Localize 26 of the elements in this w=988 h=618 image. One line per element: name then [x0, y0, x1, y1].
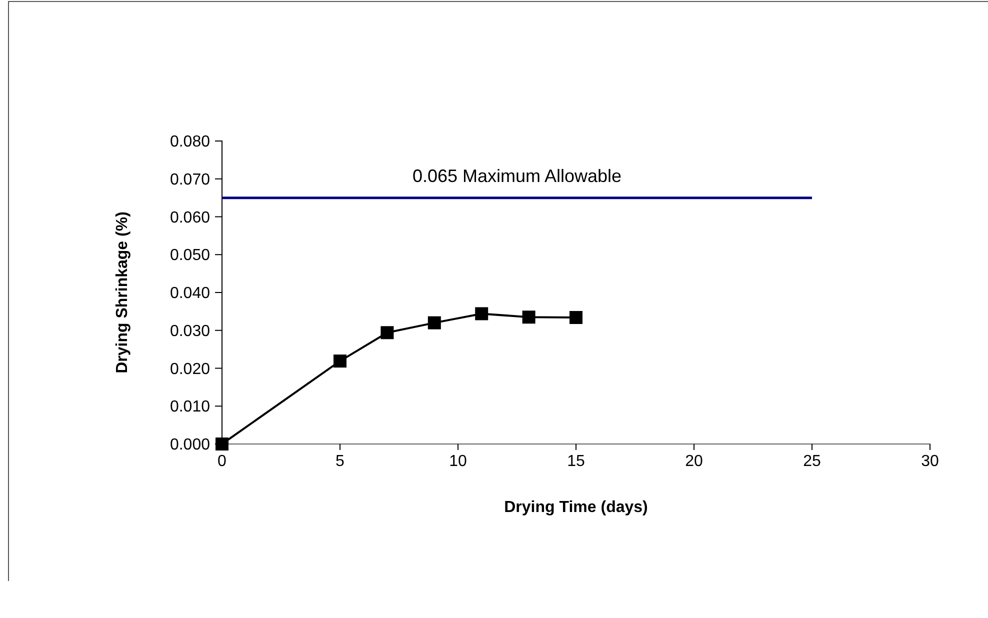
y-tick-label: 0.030	[170, 322, 210, 340]
x-tick-label: 15	[567, 453, 585, 470]
y-tick-label: 0.060	[170, 209, 210, 226]
x-tick-label: 25	[803, 453, 821, 470]
y-tick-label: 0.020	[170, 360, 210, 378]
point	[380, 326, 394, 340]
point	[216, 438, 228, 450]
x-tick-label: 10	[449, 453, 467, 470]
x-tick-label: 0	[218, 453, 227, 470]
x-tick-label: 20	[685, 453, 703, 470]
annotation: 0.065 Maximum Allowable	[412, 166, 622, 186]
y-tick-label: 0.070	[170, 171, 210, 188]
x-tick-label: 5	[336, 453, 345, 470]
point	[570, 310, 582, 324]
y-tick-label: 0.080	[170, 134, 210, 151]
y-tick-label: 0.010	[170, 398, 210, 416]
point	[428, 316, 441, 330]
point	[522, 310, 536, 324]
point	[475, 307, 488, 320]
y-tick-label: 0.050	[170, 247, 210, 264]
x-axis-title: Drying Time (days)	[504, 499, 648, 516]
x-tick-label: 30	[921, 453, 939, 470]
point	[334, 354, 346, 368]
y-tick-label: 0.000	[170, 436, 210, 454]
y-tick-label: 0.040	[170, 285, 210, 302]
y-axis-title: Drying Shrinkage (%)	[114, 212, 131, 374]
